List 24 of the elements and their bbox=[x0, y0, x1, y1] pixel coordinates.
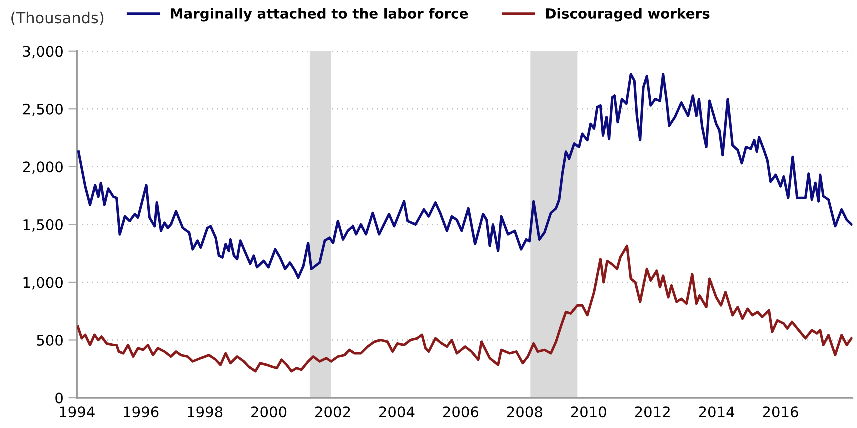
x-tick-label: 1996 bbox=[124, 406, 159, 418]
y-tick-label: 2,000 bbox=[23, 162, 63, 174]
line-series bbox=[77, 73, 853, 280]
x-tick-label: 2012 bbox=[635, 406, 670, 418]
line-series bbox=[77, 244, 853, 373]
x-tick-label: 2000 bbox=[252, 406, 287, 418]
x-tick-label: 2016 bbox=[763, 406, 798, 418]
legend-label: Marginally attached to the labor force bbox=[171, 8, 468, 22]
legend-label: Discouraged workers bbox=[546, 8, 710, 22]
x-tick-label: 2004 bbox=[379, 406, 415, 418]
y-tick-label: 3,000 bbox=[23, 46, 63, 59]
x-tick-label: 2008 bbox=[507, 406, 542, 418]
y-tick-label: 1,000 bbox=[24, 277, 63, 290]
y-tick-label: 2,500 bbox=[23, 104, 63, 116]
y-tick-label: 0 bbox=[56, 392, 63, 404]
x-tick-label: 2010 bbox=[571, 406, 606, 418]
x-tick-label: 2002 bbox=[316, 406, 350, 418]
y-axis-title: (Thousands) bbox=[12, 12, 104, 26]
x-tick-label: 2006 bbox=[443, 406, 479, 418]
x-tick-label: 2014 bbox=[699, 406, 735, 418]
x-tick-label: 1998 bbox=[188, 406, 223, 418]
y-tick-label: 500 bbox=[37, 334, 63, 346]
y-tick-label: 1,500 bbox=[24, 219, 63, 232]
x-tick-label: 1994 bbox=[60, 406, 95, 418]
